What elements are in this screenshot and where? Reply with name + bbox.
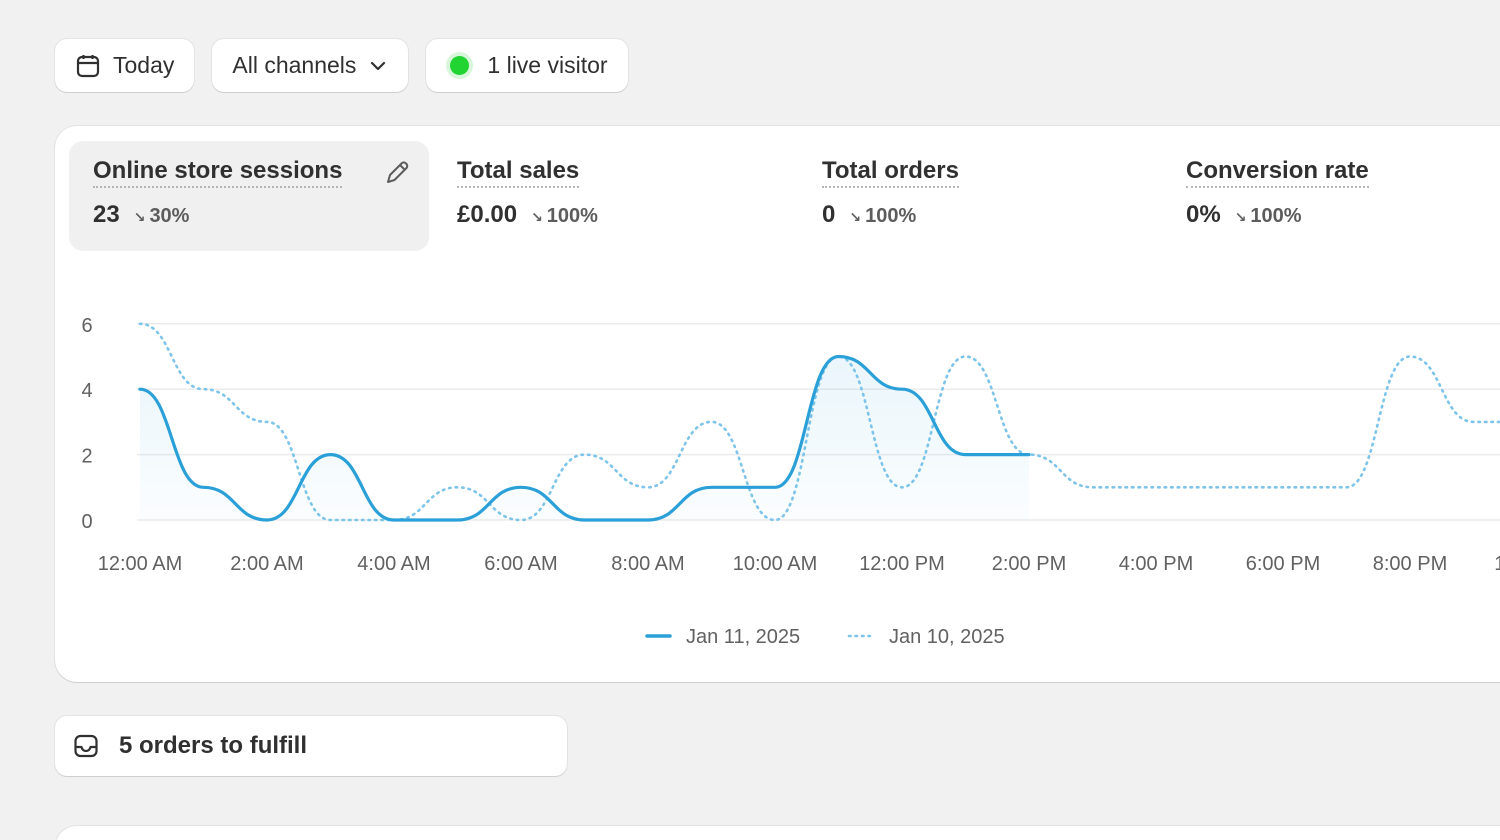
analytics-card: Online store sessions 23 ↘ 30% Total sale…	[55, 126, 1500, 682]
x-tick-label: 12:00 PM	[859, 553, 945, 575]
orders-to-fulfill-label: 5 orders to fulfill	[119, 732, 308, 759]
y-tick-label: 2	[81, 446, 92, 468]
date-range-button[interactable]: Today	[55, 39, 195, 92]
series-line-jan-11	[138, 354, 1031, 522]
x-tick-label: 4:00 AM	[357, 553, 430, 575]
trend-down-icon: ↘	[1234, 209, 1247, 225]
x-tick-label: 12:00 AM	[98, 553, 183, 575]
metric-change: ↘ 30%	[134, 205, 190, 228]
metric-value: 0	[822, 201, 836, 228]
metric-total-orders[interactable]: Total orders 0 ↘ 100%	[798, 141, 1138, 251]
metric-value: £0.00	[457, 201, 518, 228]
legend-label: Jan 11, 2025	[686, 626, 800, 648]
metric-change-value: 30%	[149, 205, 190, 227]
x-tick-label: 10:00 AM	[733, 553, 818, 575]
metric-label: Total orders	[822, 157, 959, 188]
next-card	[55, 826, 1500, 840]
y-tick-label: 4	[81, 380, 92, 402]
trend-down-icon: ↘	[531, 209, 543, 225]
metric-change: ↘ 100%	[849, 205, 916, 228]
metric-label: Online store sessions	[93, 157, 343, 188]
pencil-icon[interactable]	[383, 159, 411, 192]
channel-select[interactable]: All channels	[212, 39, 409, 92]
x-tick-label: 8:00 AM	[611, 553, 684, 575]
metric-change-value: 100%	[865, 205, 917, 227]
metric-change-value: 100%	[1250, 205, 1302, 227]
trend-down-icon: ↘	[849, 209, 862, 225]
metric-label: Conversion rate	[1186, 157, 1369, 188]
x-tick-label: 8:00 PM	[1373, 553, 1447, 575]
series-area-fill	[140, 356, 1029, 520]
chevron-down-icon	[368, 56, 388, 76]
live-visitors-label: 1 live visitor	[487, 52, 608, 78]
metric-conversion-rate[interactable]: Conversion rate 0% ↘ 100%	[1162, 141, 1500, 251]
y-tick-label: 6	[81, 315, 92, 337]
metric-label: Total sales	[457, 157, 580, 188]
live-visitors-button[interactable]: 1 live visitor	[426, 39, 628, 92]
x-tick-label: 10:00 PM	[1494, 553, 1500, 575]
sessions-line-chart: 0 2 4 6 12:00 AM 2:00 AM 4:00 AM 6:00 AM 8:00 AM…	[81, 315, 1500, 648]
metric-change: ↘ 100%	[531, 205, 598, 228]
live-status-icon	[450, 56, 470, 75]
x-tick-label: 2:00 PM	[992, 553, 1066, 575]
metric-change: ↘ 100%	[1235, 205, 1302, 228]
metric-value: 0%	[1186, 201, 1221, 228]
x-tick-label: 2:00 AM	[230, 553, 303, 575]
x-tick-label: 4:00 PM	[1119, 553, 1193, 575]
x-tick-label: 6:00 AM	[484, 553, 557, 575]
trend-down-icon: ↘	[133, 209, 146, 225]
metric-value: 23	[93, 201, 120, 228]
dashboard-toolbar: Today All channels 1 live visitor	[55, 39, 628, 92]
x-tick-label: 6:00 PM	[1246, 553, 1320, 575]
inbox-icon	[73, 733, 99, 759]
metric-change-value: 100%	[546, 205, 598, 227]
orders-to-fulfill-button[interactable]: 5 orders to fulfill	[55, 716, 567, 776]
metric-online-store-sessions[interactable]: Online store sessions 23 ↘ 30%	[69, 141, 429, 251]
date-range-label: Today	[113, 52, 175, 78]
channel-select-label: All channels	[232, 52, 357, 78]
y-tick-label: 0	[81, 511, 92, 533]
legend-label: Jan 10, 2025	[889, 626, 1005, 648]
calendar-icon	[75, 53, 101, 79]
metric-total-sales[interactable]: Total sales £0.00 ↘ 100%	[433, 141, 773, 251]
